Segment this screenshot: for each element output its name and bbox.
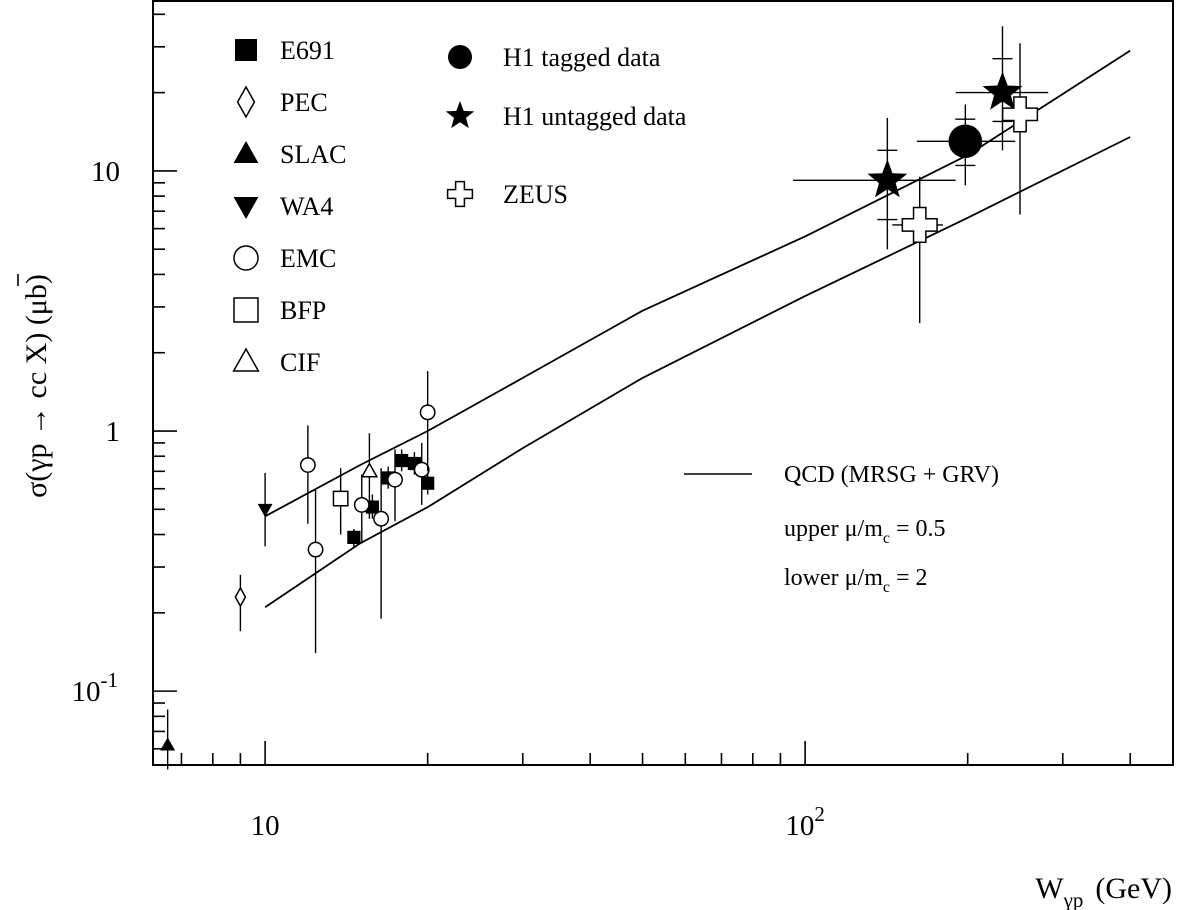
- legend-label: EMC: [280, 244, 336, 273]
- upper-scale-label: upper μ/mc = 0.5: [784, 516, 946, 547]
- data-points: [160, 26, 1049, 770]
- y-tick-label: 10-1: [72, 668, 119, 708]
- legend-marker: [233, 245, 259, 271]
- data-point: [867, 159, 908, 198]
- y-tick-label: 1: [106, 416, 121, 448]
- series-bfp: [332, 468, 349, 535]
- legend-marker: [233, 197, 259, 219]
- data-point: [347, 530, 361, 544]
- y-axis-label: σ(γp → cc X) (μb): [20, 274, 53, 498]
- data-point: [421, 476, 435, 490]
- series-emc: [299, 371, 436, 654]
- data-point: [299, 457, 316, 473]
- qcd-curve-upper: [264, 49, 1131, 518]
- x-tick-label: 102: [785, 802, 825, 842]
- series-slac: [160, 709, 176, 770]
- legend-label: PEC: [280, 88, 328, 117]
- tick-labels: 10 102 10-1 1 10: [72, 156, 825, 842]
- legend-label: H1 tagged data: [503, 43, 661, 72]
- data-point: [395, 453, 409, 468]
- legend-marker: [233, 297, 259, 323]
- qcd-curves: [264, 49, 1131, 609]
- data-point: [353, 496, 370, 513]
- data-point: [901, 206, 938, 244]
- legend-label: WA4: [280, 192, 333, 221]
- legend-marker: [232, 347, 260, 372]
- series-cif: [360, 433, 379, 519]
- data-point: [360, 461, 379, 478]
- qcd-annotation: QCD (MRSG + GRV) upper μ/mc = 0.5 lower …: [684, 462, 999, 596]
- data-point: [1001, 96, 1039, 133]
- legend-label: SLAC: [280, 140, 346, 169]
- legend-marker: [448, 45, 472, 69]
- data-point: [234, 586, 247, 608]
- plot-frame: [152, 0, 1174, 766]
- x-tick-label: 10: [251, 810, 280, 842]
- legend-marker: [233, 141, 259, 163]
- data-point: [419, 404, 436, 421]
- data-point: [982, 71, 1023, 110]
- axis-ticks: [153, 13, 1132, 765]
- series-pec: [234, 574, 247, 632]
- legend-marker: [236, 85, 256, 119]
- x-axis-label: Wγp (GeV): [1035, 872, 1172, 910]
- data-point: [948, 124, 983, 159]
- legend: E691 PEC SLAC WA4 EMC BFP CIF H1 tagged data H1 …: [232, 36, 687, 377]
- series-zeus: [892, 43, 1039, 324]
- legend-label: H1 untagged data: [503, 102, 687, 131]
- series-wa4: [257, 472, 273, 547]
- legend-label: CIF: [280, 348, 320, 377]
- data-point: [257, 503, 273, 518]
- series-h1-tagged-data: [916, 104, 1016, 186]
- legend-marker: [445, 101, 475, 129]
- data-point: [413, 461, 430, 478]
- legend-marker: [235, 39, 257, 61]
- data-point: [387, 471, 403, 488]
- legend-label: BFP: [280, 296, 326, 325]
- qcd-curve-lower: [264, 136, 1131, 609]
- legend-label: E691: [280, 36, 335, 65]
- y-axis-label-group: σ(γp → cc X) (μb): [17, 274, 53, 498]
- legend-label: ZEUS: [503, 180, 568, 209]
- data-point: [332, 490, 349, 507]
- data-point: [373, 510, 390, 527]
- lower-scale-label: lower μ/mc = 2: [784, 565, 928, 596]
- series-h1-untagged-data: [793, 26, 1049, 250]
- data-point: [307, 541, 324, 558]
- y-tick-label: 10: [91, 156, 120, 188]
- legend-marker: [446, 180, 474, 208]
- qcd-line-label: QCD (MRSG + GRV): [784, 462, 999, 488]
- data-point: [160, 737, 176, 751]
